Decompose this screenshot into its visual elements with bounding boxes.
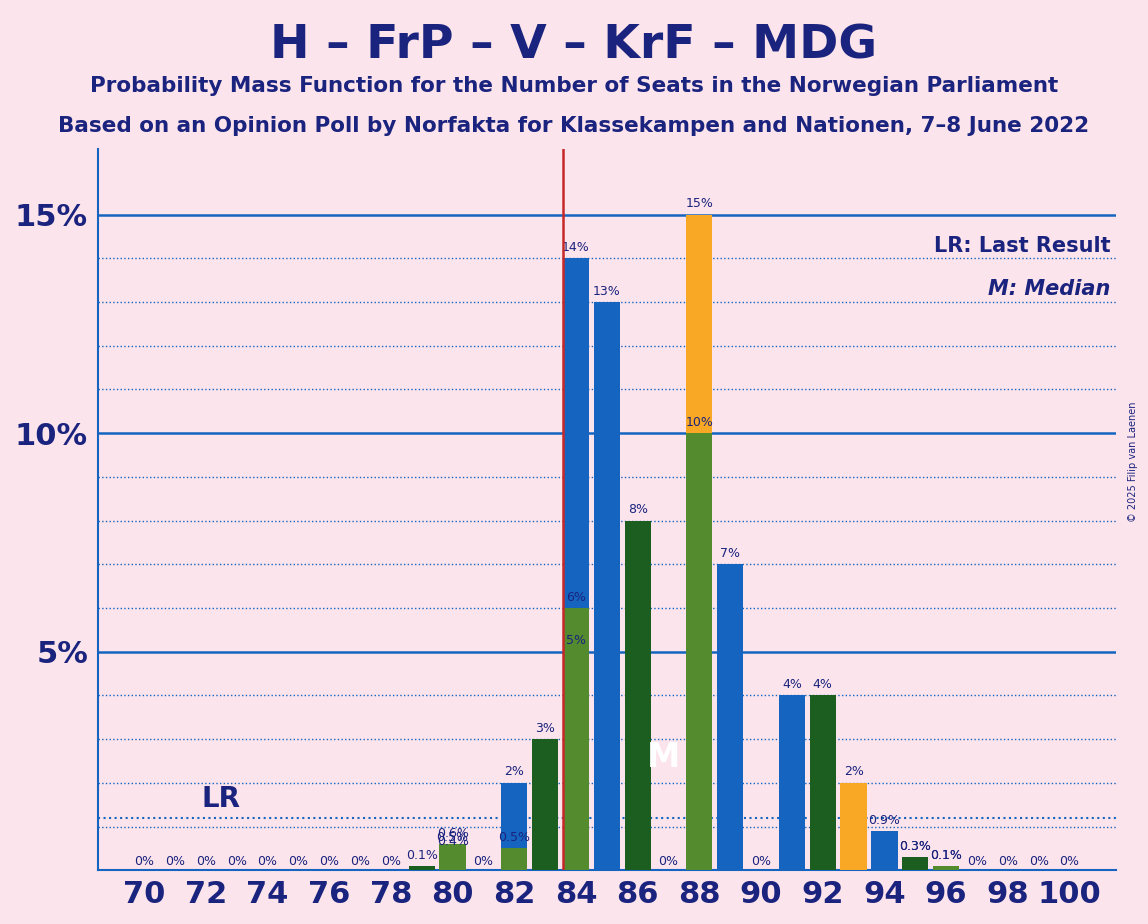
Text: 0%: 0% xyxy=(967,855,987,868)
Text: 0.3%: 0.3% xyxy=(899,840,931,853)
Text: 0.5%: 0.5% xyxy=(436,831,468,844)
Text: 0%: 0% xyxy=(165,855,185,868)
Text: 0%: 0% xyxy=(659,855,678,868)
Bar xyxy=(687,214,713,870)
Bar xyxy=(778,696,805,870)
Text: M: Median: M: Median xyxy=(988,279,1111,298)
Text: 2%: 2% xyxy=(844,765,863,779)
Bar xyxy=(902,857,929,870)
Bar xyxy=(440,853,466,870)
Text: 15%: 15% xyxy=(685,197,713,210)
Bar xyxy=(718,565,743,870)
Bar xyxy=(502,783,527,870)
Bar xyxy=(809,696,836,870)
Bar xyxy=(502,848,527,870)
Text: 13%: 13% xyxy=(592,285,621,298)
Text: H – FrP – V – KrF – MDG: H – FrP – V – KrF – MDG xyxy=(271,23,877,68)
Text: 0.3%: 0.3% xyxy=(899,840,931,853)
Bar xyxy=(563,608,589,870)
Text: 0%: 0% xyxy=(350,855,370,868)
Text: 0%: 0% xyxy=(1029,855,1048,868)
Text: 0%: 0% xyxy=(473,855,494,868)
Text: 14%: 14% xyxy=(563,241,590,254)
Text: 10%: 10% xyxy=(685,416,713,429)
Bar xyxy=(563,259,589,870)
Text: 0.1%: 0.1% xyxy=(930,848,962,861)
Text: 3%: 3% xyxy=(535,722,556,735)
Text: 0.1%: 0.1% xyxy=(930,848,962,861)
Text: 7%: 7% xyxy=(720,547,740,560)
Text: 0.9%: 0.9% xyxy=(869,813,900,827)
Text: 5%: 5% xyxy=(566,635,585,648)
Bar xyxy=(594,302,620,870)
Bar xyxy=(532,739,558,870)
Bar xyxy=(687,433,713,870)
Text: 2%: 2% xyxy=(504,765,525,779)
Bar xyxy=(933,866,960,870)
Bar xyxy=(440,848,466,870)
Text: 4%: 4% xyxy=(813,678,832,691)
Text: 0.4%: 0.4% xyxy=(436,835,468,848)
Text: 0%: 0% xyxy=(196,855,216,868)
Text: LR: LR xyxy=(202,785,241,813)
Bar xyxy=(409,866,435,870)
Text: 0%: 0% xyxy=(998,855,1018,868)
Bar xyxy=(440,844,466,870)
Text: 0%: 0% xyxy=(134,855,154,868)
Bar xyxy=(902,857,929,870)
Text: 8%: 8% xyxy=(628,504,647,517)
Text: 0%: 0% xyxy=(751,855,771,868)
Bar xyxy=(871,831,898,870)
Text: Probability Mass Function for the Number of Seats in the Norwegian Parliament: Probability Mass Function for the Number… xyxy=(90,76,1058,96)
Text: 0.1%: 0.1% xyxy=(405,848,437,861)
Text: 0.5%: 0.5% xyxy=(498,831,530,844)
Text: 0%: 0% xyxy=(319,855,339,868)
Text: 0%: 0% xyxy=(288,855,309,868)
Text: 4%: 4% xyxy=(782,678,801,691)
Text: 6%: 6% xyxy=(566,590,585,603)
Text: M: M xyxy=(647,741,681,774)
Text: 0%: 0% xyxy=(226,855,247,868)
Text: 0%: 0% xyxy=(381,855,401,868)
Text: Based on an Opinion Poll by Norfakta for Klassekampen and Nationen, 7–8 June 202: Based on an Opinion Poll by Norfakta for… xyxy=(59,116,1089,136)
Text: 0%: 0% xyxy=(1060,855,1079,868)
Text: LR: Last Result: LR: Last Result xyxy=(934,236,1111,256)
Text: © 2025 Filip van Laenen: © 2025 Filip van Laenen xyxy=(1128,402,1138,522)
Text: 0.6%: 0.6% xyxy=(436,827,468,840)
Bar xyxy=(625,520,651,870)
Text: 0%: 0% xyxy=(257,855,278,868)
Bar xyxy=(563,651,589,870)
Bar xyxy=(933,866,960,870)
Bar xyxy=(840,783,867,870)
